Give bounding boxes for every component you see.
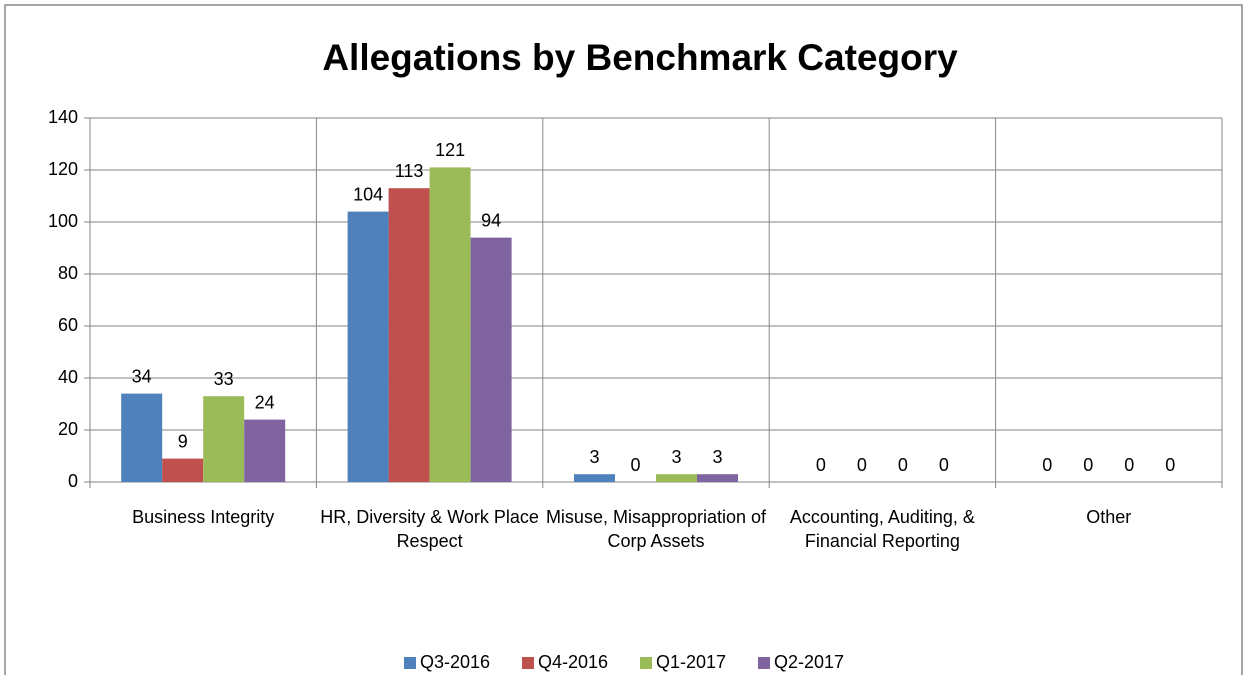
x-tick-label: Accounting, Auditing, & Financial Report… — [789, 507, 975, 551]
y-tick-label: 20 — [58, 419, 78, 439]
bar — [697, 474, 738, 482]
legend-swatch — [758, 657, 770, 669]
data-label: 0 — [816, 455, 826, 475]
bar — [656, 474, 697, 482]
data-label: 0 — [857, 455, 867, 475]
legend-label: Q2-2017 — [774, 652, 844, 672]
data-label: 3 — [671, 447, 681, 467]
data-label: 104 — [353, 184, 383, 204]
y-tick-label: 80 — [58, 263, 78, 283]
data-label: 0 — [939, 455, 949, 475]
x-tick-label: Misuse, Misappropriation of Corp Assets — [545, 507, 767, 551]
bar — [347, 211, 389, 482]
bar — [574, 474, 615, 482]
data-label: 3 — [712, 447, 722, 467]
bar — [470, 237, 512, 482]
data-label: 9 — [178, 431, 188, 451]
legend-label: Q3-2016 — [420, 652, 490, 672]
y-tick-label: 100 — [48, 211, 78, 231]
data-label: 0 — [1042, 455, 1052, 475]
bar — [121, 393, 163, 482]
data-label: 34 — [132, 366, 152, 386]
data-label: 0 — [1165, 455, 1175, 475]
y-tick-label: 120 — [48, 159, 78, 179]
y-tick-label: 0 — [68, 471, 78, 491]
data-label: 0 — [1083, 455, 1093, 475]
data-label: 0 — [898, 455, 908, 475]
data-label: 94 — [481, 210, 501, 230]
data-label: 3 — [589, 447, 599, 467]
legend-swatch — [640, 657, 652, 669]
x-tick-label: Other — [1086, 507, 1132, 527]
data-label: 24 — [255, 392, 275, 412]
chart-border — [4, 4, 1243, 675]
data-label: 0 — [1124, 455, 1134, 475]
chart-title: Allegations by Benchmark Category — [322, 37, 958, 78]
data-label: 113 — [395, 161, 424, 181]
y-tick-label: 60 — [58, 315, 78, 335]
y-tick-label: 40 — [58, 367, 78, 387]
x-tick-label: HR, Diversity & Work Place Respect — [320, 507, 539, 551]
x-tick-label: Business Integrity — [132, 507, 275, 527]
bar — [388, 188, 430, 482]
legend-swatch — [522, 657, 534, 669]
data-label: 33 — [214, 369, 234, 389]
legend-label: Q1-2017 — [656, 652, 726, 672]
legend-label: Q4-2016 — [538, 652, 608, 672]
data-label: 0 — [630, 455, 640, 475]
data-label: 121 — [435, 140, 465, 160]
bar — [244, 419, 286, 482]
y-tick-label: 140 — [48, 107, 78, 127]
bar — [203, 396, 245, 482]
bar — [429, 167, 471, 482]
bar — [162, 458, 204, 482]
legend-swatch — [404, 657, 416, 669]
